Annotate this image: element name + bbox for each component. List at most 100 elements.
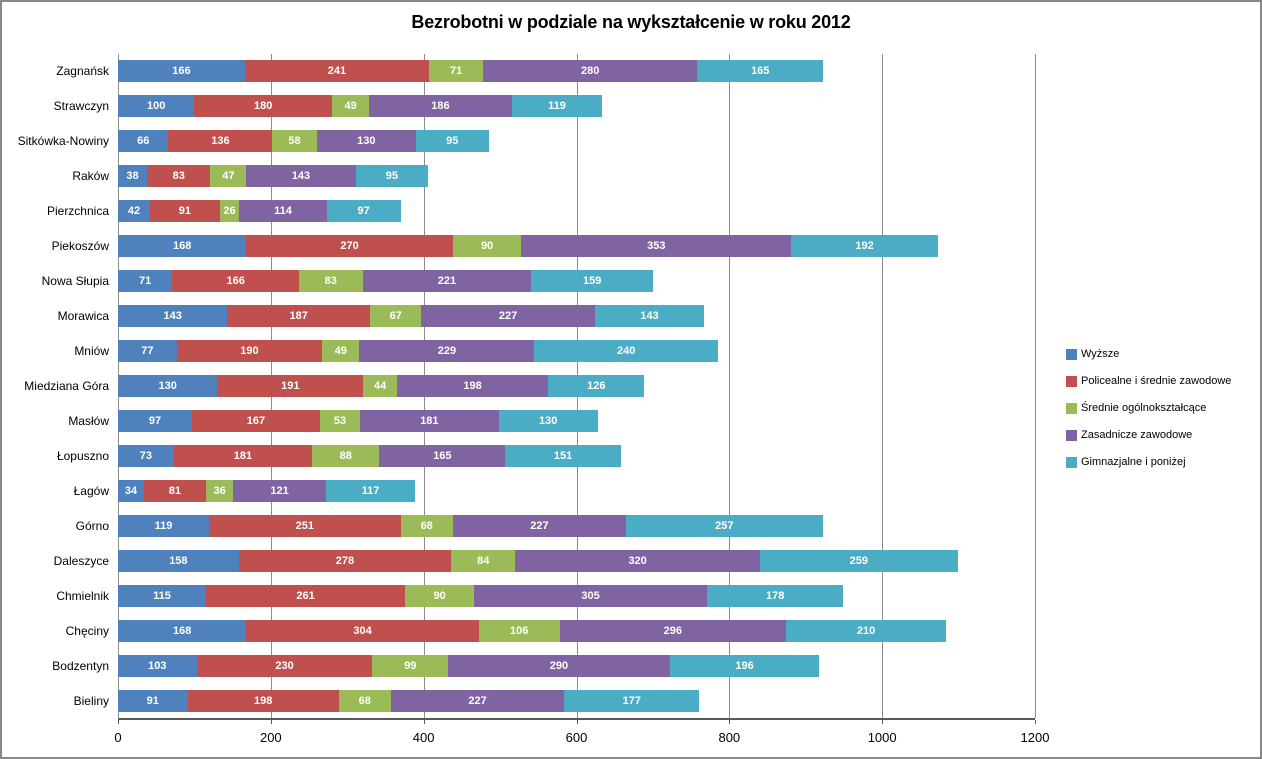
bar-segment: 230 — [196, 654, 373, 677]
bar-value-label: 95 — [385, 170, 399, 183]
bar-segment: 305 — [474, 584, 708, 607]
bar-segment: 95 — [415, 130, 489, 153]
bar-segment: 191 — [217, 375, 364, 398]
bar-segment: 121 — [233, 479, 326, 502]
legend: Wyższe Policealne i średnie zawodowe Średn… — [1066, 346, 1231, 481]
bar-value-label: 187 — [289, 310, 308, 323]
x-tick-label: 400 — [412, 730, 435, 745]
bar-value-label: 143 — [163, 310, 182, 323]
bar-value-label: 106 — [509, 624, 529, 637]
bar-value-label: 198 — [254, 694, 273, 707]
bar-segment: 278 — [238, 549, 452, 572]
stacked-bar: 38 83 47 143 95 — [118, 165, 1035, 188]
bar-segment: 47 — [210, 165, 247, 188]
bar-segment: 100 — [118, 95, 195, 118]
bar-row: Chmielnik 115 261 90 305 178 — [56, 578, 1035, 613]
category-label: Raków — [72, 169, 109, 184]
stacked-bar: 115 261 90 305 178 — [118, 584, 1035, 607]
bar-segment: 106 — [478, 619, 560, 642]
bar-value-label: 227 — [468, 694, 487, 707]
bar-value-label: 196 — [735, 659, 754, 672]
bar-value-label: 221 — [437, 275, 457, 288]
category-label: Łopuszno — [56, 448, 109, 463]
stacked-bar: 97 167 53 181 130 — [118, 410, 1035, 432]
bar-segment: 186 — [369, 95, 512, 118]
stacked-bar: 168 304 106 296 210 — [118, 619, 1035, 642]
x-tick-label: 1000 — [867, 730, 897, 745]
bar-value-label: 117 — [361, 484, 380, 497]
bar-segment: 168 — [118, 235, 247, 258]
x-axis-tick — [1035, 720, 1036, 724]
legend-item: Średnie ogólnokształcące — [1066, 400, 1231, 416]
bar-value-label: 42 — [127, 205, 141, 218]
bar-segment: 99 — [372, 654, 449, 677]
bar-value-label: 53 — [333, 415, 347, 427]
category-label: Sitkówka-Nowiny — [17, 134, 109, 149]
bar-value-label: 261 — [296, 589, 315, 602]
bar-segment: 119 — [118, 514, 209, 537]
bar-segment: 73 — [118, 444, 174, 467]
bar-segment: 190 — [176, 340, 323, 363]
legend-label: Zasadnicze zawodowe — [1081, 429, 1193, 441]
legend-item: Zasadnicze zawodowe — [1066, 427, 1231, 443]
bar-value-label: 280 — [581, 65, 600, 78]
legend-label: Średnie ogólnokształcące — [1081, 402, 1207, 414]
bar-value-label: 304 — [353, 624, 372, 637]
bar-segment: 158 — [118, 549, 239, 572]
bar-segment: 77 — [118, 340, 177, 363]
bar-value-label: 198 — [463, 380, 482, 393]
bar-value-label: 97 — [357, 205, 370, 218]
bar-value-label: 68 — [358, 694, 371, 707]
bar-value-label: 77 — [141, 345, 154, 358]
bar-segment: 251 — [208, 514, 401, 537]
bar-value-label: 90 — [480, 240, 494, 253]
stacked-bar: 119 251 68 227 257 — [118, 514, 1035, 537]
bar-value-label: 26 — [223, 205, 236, 218]
bar-segment: 259 — [759, 549, 958, 572]
category-label: Pierzchnica — [46, 204, 109, 219]
bar-value-label: 230 — [275, 659, 294, 672]
bar-row: Daleszyce 158 278 84 320 259 — [54, 543, 1035, 578]
bar-segment: 159 — [531, 270, 653, 293]
x-axis-tick — [270, 720, 272, 724]
stacked-bar: 168 270 90 353 192 — [118, 235, 1035, 258]
bar-value-label: 165 — [751, 65, 770, 78]
bar-value-label: 44 — [373, 380, 387, 393]
x-tick-label: 200 — [259, 730, 282, 745]
plot-area: Zagnańsk 166 241 71 280 165 Strawczyn 100 180 49 1… — [18, 54, 1036, 724]
bar-segment: 227 — [390, 689, 565, 712]
bar-segment: 119 — [511, 95, 603, 118]
bar-segment: 181 — [360, 410, 499, 432]
bar-segment: 71 — [429, 60, 484, 83]
bar-value-label: 91 — [146, 694, 159, 707]
bar-value-label: 353 — [647, 240, 666, 253]
bar-value-label: 115 — [153, 589, 171, 602]
stacked-bar: 34 81 36 121 117 — [118, 479, 1035, 502]
bar-row: Pierzchnica 42 91 26 114 97 — [47, 194, 1035, 229]
bar-segment: 290 — [448, 654, 670, 677]
bar-value-label: 158 — [169, 554, 188, 567]
bar-value-label: 58 — [288, 135, 301, 148]
x-tick-label: 600 — [565, 730, 588, 745]
bar-value-label: 38 — [126, 170, 139, 183]
bar-row: Mniów 77 190 49 229 240 — [74, 334, 1035, 369]
bar-segment: 165 — [697, 60, 824, 83]
stacked-bar: 73 181 88 165 151 — [118, 444, 1035, 467]
bar-segment: 114 — [239, 200, 327, 223]
category-label: Bieliny — [73, 693, 109, 708]
legend-label: Policealne i średnie zawodowe — [1081, 375, 1232, 387]
bar-row: Nowa Słupia 71 166 83 221 159 — [42, 264, 1035, 299]
bar-value-label: 186 — [431, 100, 450, 113]
bar-value-label: 151 — [553, 449, 573, 462]
stacked-bar: 71 166 83 221 159 — [118, 270, 1035, 293]
bar-segment: 167 — [192, 410, 320, 432]
bar-segment: 83 — [147, 165, 211, 188]
bar-segment: 143 — [594, 305, 705, 328]
bar-segment: 143 — [118, 305, 228, 328]
bar-segment: 90 — [452, 235, 522, 258]
bar-value-label: 83 — [324, 275, 337, 288]
legend-swatch — [1066, 348, 1077, 360]
bar-segment: 36 — [205, 479, 234, 502]
bar-row: Piekoszów 168 270 90 353 192 — [52, 229, 1035, 264]
legend-item: Wyższe — [1066, 346, 1231, 362]
